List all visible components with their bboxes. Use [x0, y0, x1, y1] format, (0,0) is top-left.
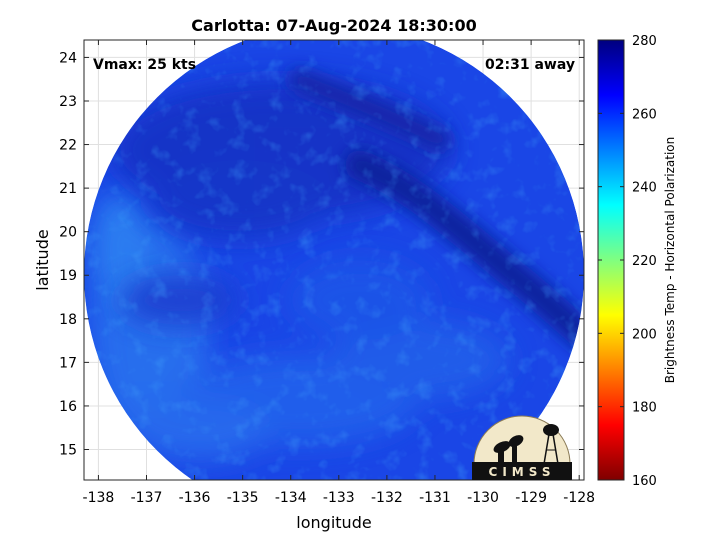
y-tick-label: 15 [59, 443, 77, 459]
y-tick-label: 21 [59, 181, 77, 197]
colorbar-label: Brightness Temp - Horizontal Polarizatio… [663, 137, 677, 384]
y-tick-label: 23 [59, 94, 77, 110]
cimss-logo-text: CIMSS [489, 465, 556, 479]
figure-title: Carlotta: 07-Aug-2024 18:30:00 [191, 16, 476, 35]
x-tick-label: -134 [275, 490, 307, 506]
y-tick-label: 22 [59, 138, 77, 154]
vmax-label: Vmax: 25 kts [93, 57, 196, 73]
colorbar [597, 39, 625, 481]
x-tick-label: -135 [227, 490, 259, 506]
x-tick-label: -131 [419, 490, 451, 506]
y-tick-labels: 15 16 17 18 19 20 21 22 23 24 [59, 50, 77, 458]
x-tick-label: -137 [131, 490, 163, 506]
y-tick-label: 19 [59, 268, 77, 284]
y-tick-label: 17 [59, 355, 77, 371]
axis-ticks [84, 40, 584, 480]
x-tick-label: -138 [83, 490, 115, 506]
colorbar-tick-label: 220 [632, 254, 657, 269]
x-tick-label: -133 [323, 490, 355, 506]
x-axis-label: longitude [296, 513, 371, 532]
time-away-label: 02:31 away [485, 57, 575, 73]
y-tick-label: 18 [59, 312, 77, 328]
colorbar-tick-label: 260 [632, 107, 657, 122]
y-tick-label: 20 [59, 225, 77, 241]
y-tick-label: 16 [59, 399, 77, 415]
colorbar-tick-label: 280 [632, 34, 657, 49]
cimss-logo: CIMSS [472, 415, 572, 480]
x-tick-label: -129 [515, 490, 547, 506]
x-tick-label: -130 [467, 490, 499, 506]
y-axis-label: latitude [33, 229, 52, 290]
colorbar-tick-label: 240 [632, 181, 657, 196]
x-tick-label: -136 [179, 490, 211, 506]
y-tick-label: 24 [59, 50, 77, 66]
colorbar-tick-label: 160 [632, 474, 657, 489]
x-tick-label: -128 [563, 490, 595, 506]
colorbar-tick-label: 180 [632, 401, 657, 416]
colorbar-tick-label: 200 [632, 327, 657, 342]
x-tick-label: -132 [371, 490, 403, 506]
x-tick-labels: -138 -137 -136 -135 -134 -133 -132 -131 -130 -129… [83, 490, 596, 506]
colorbar-ticks: 160 180 200 220 240 260 280 [598, 34, 657, 489]
brightness-temperature-swath [84, 40, 584, 480]
axes-frame [83, 39, 585, 481]
